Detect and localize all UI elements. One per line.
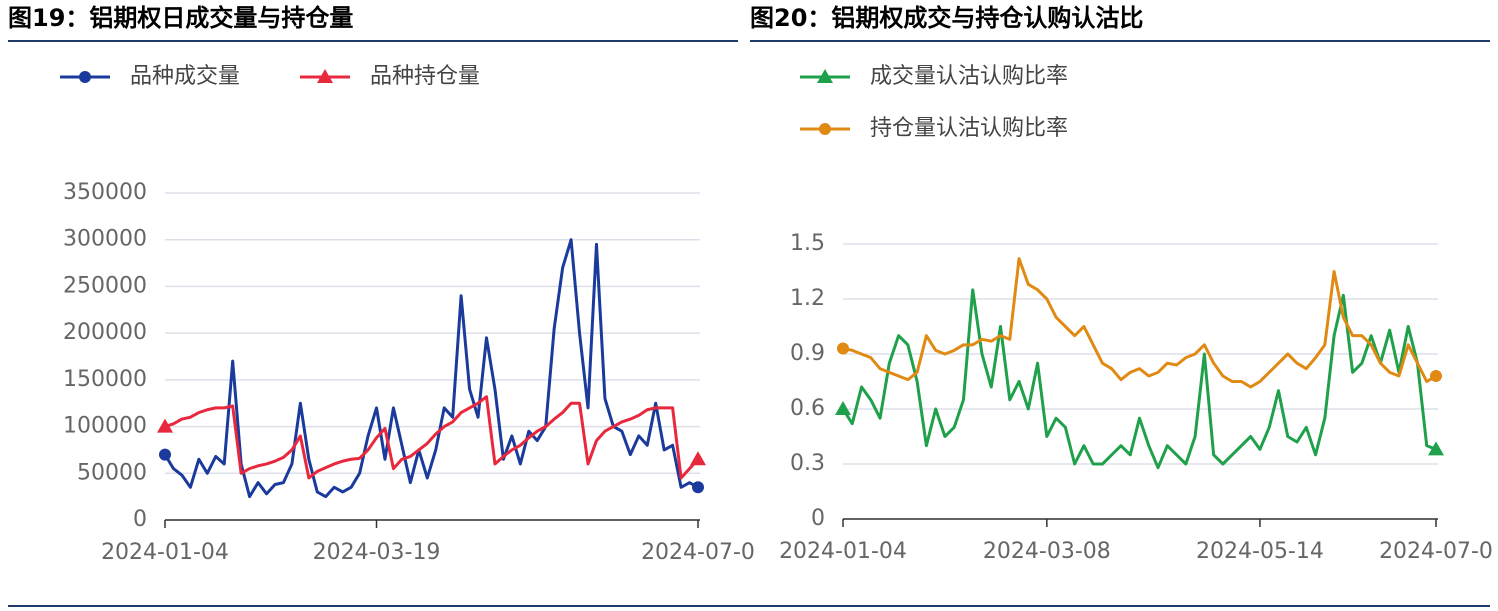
chart-title: 图20：铝期权成交与持仓认购认沽比 xyxy=(750,4,1143,32)
y-tick-label: 0.6 xyxy=(790,396,825,421)
series-line xyxy=(842,257,1437,389)
y-tick-label: 50000 xyxy=(77,460,147,485)
series-line xyxy=(841,288,1437,470)
marker xyxy=(817,69,833,83)
marker xyxy=(819,123,831,135)
y-tick-label: 0 xyxy=(811,506,825,531)
y-tick-label: 300000 xyxy=(63,227,147,252)
x-tick-label: 2024-07-0 xyxy=(1379,539,1493,564)
marker xyxy=(157,418,173,433)
y-tick-label: 200000 xyxy=(63,320,147,345)
series-line xyxy=(164,395,700,480)
y-tick-label: 0.3 xyxy=(790,451,825,476)
x-tick-label: 2024-03-19 xyxy=(313,540,441,565)
legend-label: 品种成交量 xyxy=(130,64,240,89)
marker xyxy=(692,481,704,494)
marker xyxy=(317,69,333,83)
y-tick-label: 0 xyxy=(133,507,147,532)
marker xyxy=(690,451,706,466)
y-tick-label: 350000 xyxy=(63,180,147,205)
y-tick-label: 1.5 xyxy=(790,231,825,256)
marker xyxy=(1430,370,1442,382)
marker xyxy=(837,342,849,355)
legend-label: 品种持仓量 xyxy=(370,64,480,89)
marker xyxy=(79,71,91,83)
x-tick-label: 2024-01-04 xyxy=(101,540,229,565)
marker xyxy=(835,401,851,415)
legend-label: 成交量认沽认购比率 xyxy=(870,64,1068,89)
series-line xyxy=(163,238,699,499)
y-tick-label: 100000 xyxy=(63,414,147,439)
marker xyxy=(159,448,171,461)
chart-title: 图19：铝期权日成交量与持仓量 xyxy=(8,4,353,32)
y-tick-label: 0.9 xyxy=(790,341,825,366)
x-tick-label: 2024-05-14 xyxy=(1196,539,1324,564)
y-tick-label: 1.2 xyxy=(790,286,825,311)
marker xyxy=(1428,441,1444,456)
legend-label: 持仓量认沽认购比率 xyxy=(870,116,1068,141)
x-tick-label: 2024-07-0 xyxy=(641,540,755,565)
y-tick-label: 150000 xyxy=(63,367,147,392)
x-tick-label: 2024-03-08 xyxy=(983,539,1111,564)
x-tick-label: 2024-01-04 xyxy=(779,539,907,564)
y-tick-label: 250000 xyxy=(63,273,147,298)
